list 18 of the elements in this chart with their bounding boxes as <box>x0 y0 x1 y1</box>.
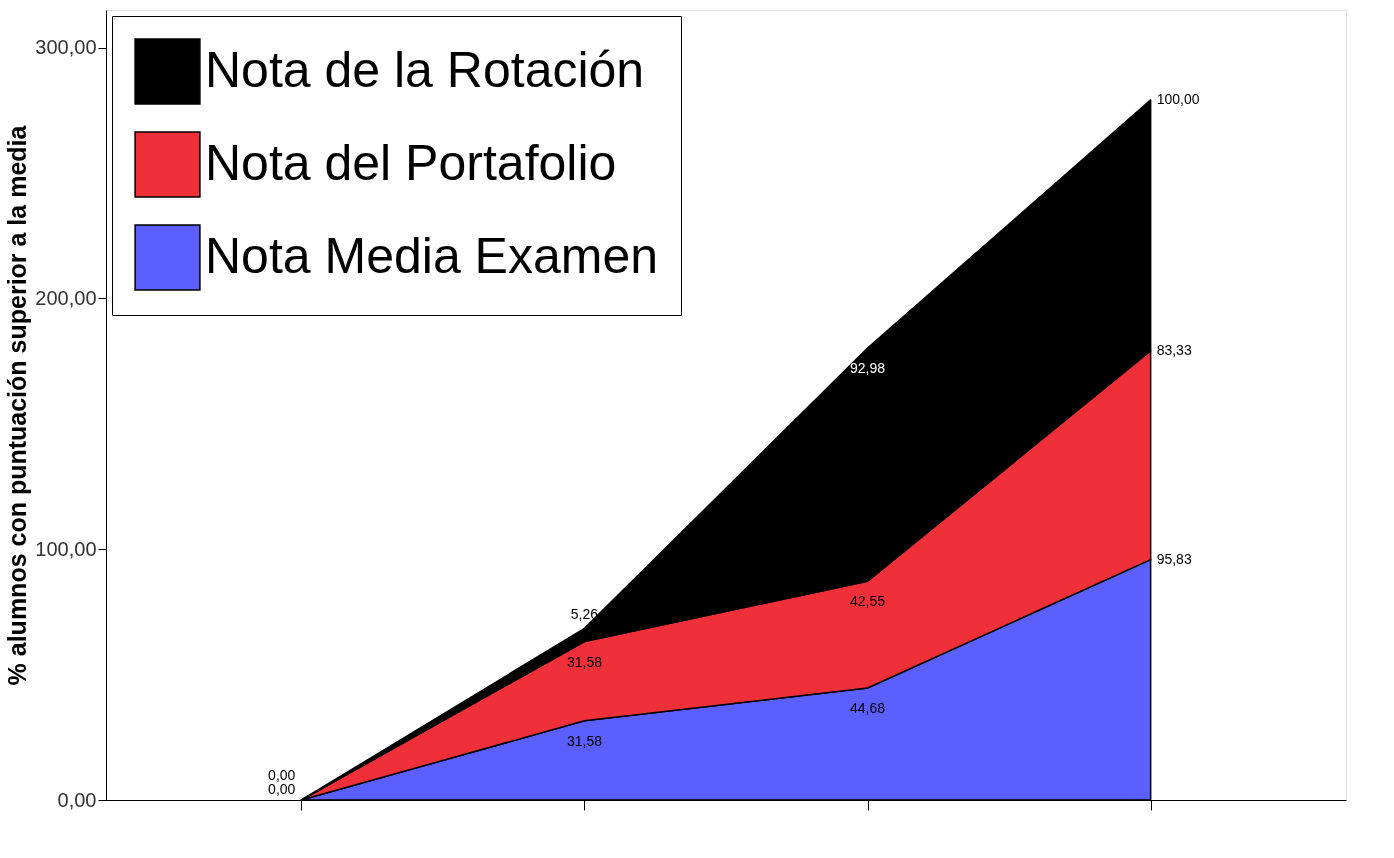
legend-label: Nota Media Examen <box>205 227 659 284</box>
legend-label: Nota del Portafolio <box>205 134 617 191</box>
data-label: 31,58 <box>566 732 603 749</box>
data-label: 0,00 <box>268 767 296 784</box>
data-label: 100,00 <box>1156 90 1200 107</box>
data-label: 95,83 <box>1156 550 1192 567</box>
data-label: 92,98 <box>850 360 886 377</box>
data-label: 42,55 <box>850 593 886 610</box>
y-tick-label: 200,00 <box>35 286 97 309</box>
y-tick-label: 300,00 <box>35 36 97 59</box>
y-tick-label: 100,00 <box>35 537 97 560</box>
y-tick-label: 0,00 <box>57 788 97 811</box>
data-label: 0,00 <box>268 781 296 797</box>
legend-label: Nota de la Rotación <box>205 41 645 98</box>
y-axis-title: % alumnos con puntuación superior a la media <box>3 124 32 686</box>
data-label: 31,58 <box>566 653 603 670</box>
data-label: 44,68 <box>850 699 886 716</box>
data-label: 83,33 <box>1156 341 1192 358</box>
